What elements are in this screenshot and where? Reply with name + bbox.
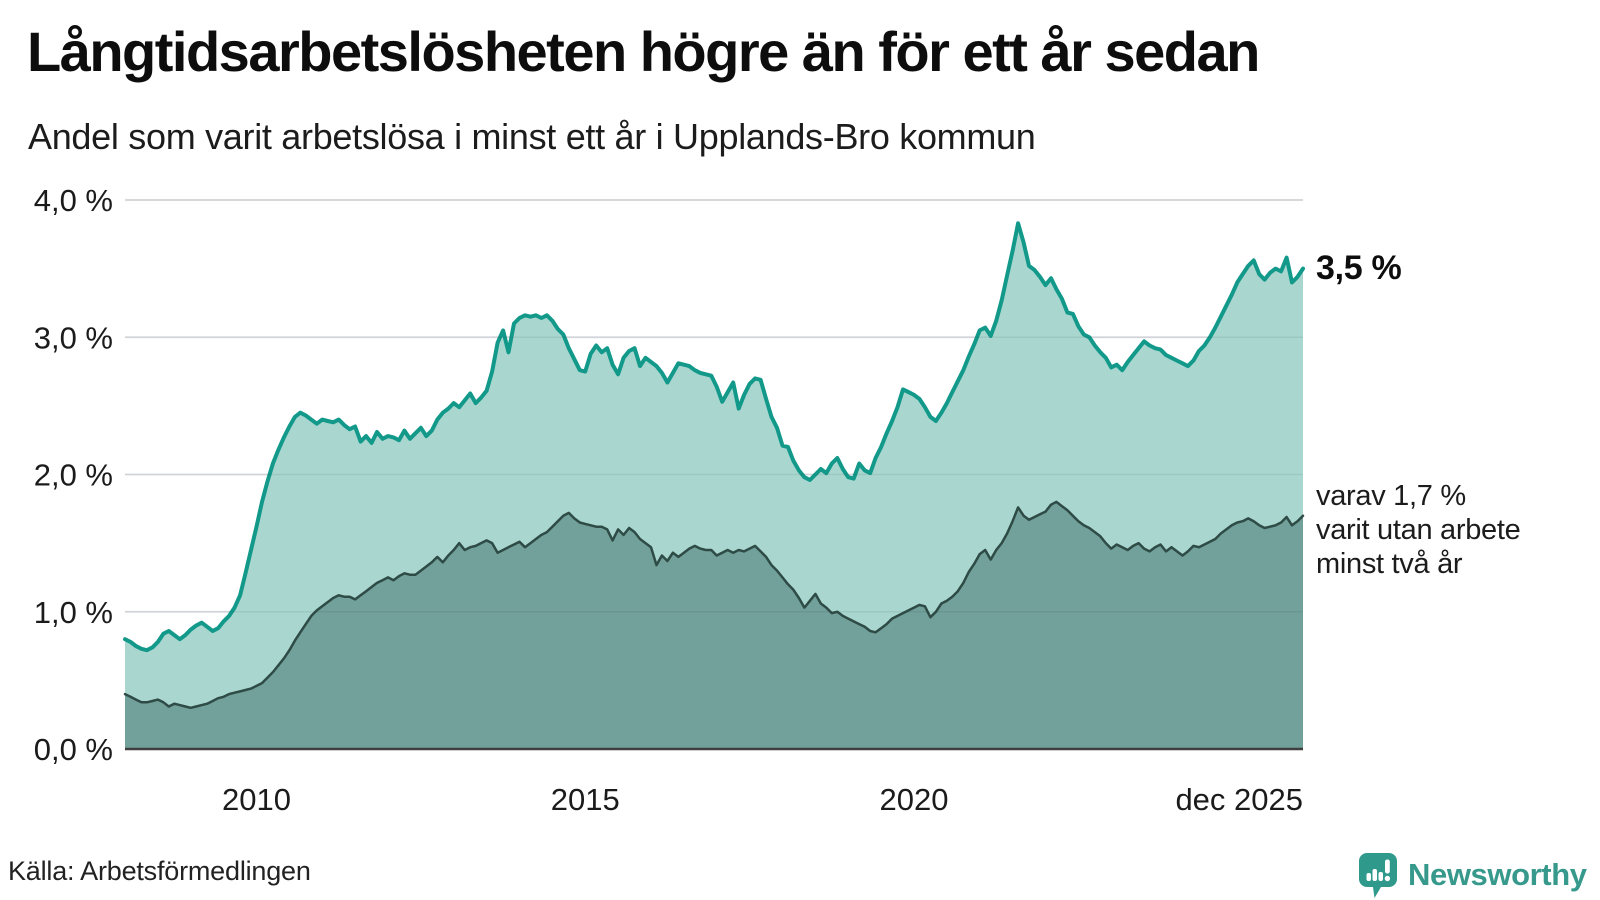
x-tick-label: 2020 [880, 782, 949, 817]
y-tick-label: 3,0 % [34, 320, 113, 355]
unemployment-area-chart: 0,0 % 1,0 % 2,0 % 3,0 % 4,0 % 2010 2015 2020 dec… [34, 183, 1305, 817]
end-label-two-years-line1: varav 1,7 % [1316, 480, 1466, 512]
line-minst-tva-ar [123, 500, 1305, 710]
source-note: Källa: Arbetsförmedlingen [8, 856, 311, 886]
y-tick-label: 4,0 % [34, 183, 113, 218]
y-tick-label: 0,0 % [34, 732, 113, 767]
page-title: Långtidsarbetslösheten högre än för ett … [27, 20, 1260, 83]
x-tick-label: 2010 [222, 782, 291, 817]
end-label-two-years: varav 1,7 % varit utan arbete minst två … [1316, 479, 1521, 581]
y-tick-label: 1,0 % [34, 595, 113, 630]
newsworthy-logo[interactable]: Newsworthy [1358, 850, 1587, 900]
x-tick-label: dec 2025 [1175, 782, 1303, 817]
y-tick-label: 2,0 % [34, 458, 113, 493]
line-minst-ett-ar [123, 221, 1305, 653]
end-label-two-years-line3: minst två år [1316, 548, 1463, 580]
area-minst-tva-ar [125, 501, 1303, 749]
end-label-total: 3,5 % [1316, 249, 1402, 287]
x-tick-label: 2015 [551, 782, 620, 817]
newsworthy-logo-icon [1359, 852, 1397, 898]
page-subtitle: Andel som varit arbetslösa i minst ett å… [28, 116, 1036, 157]
end-label-two-years-line2: varit utan arbete [1316, 514, 1521, 546]
newsworthy-wordmark: Newsworthy [1408, 857, 1587, 892]
